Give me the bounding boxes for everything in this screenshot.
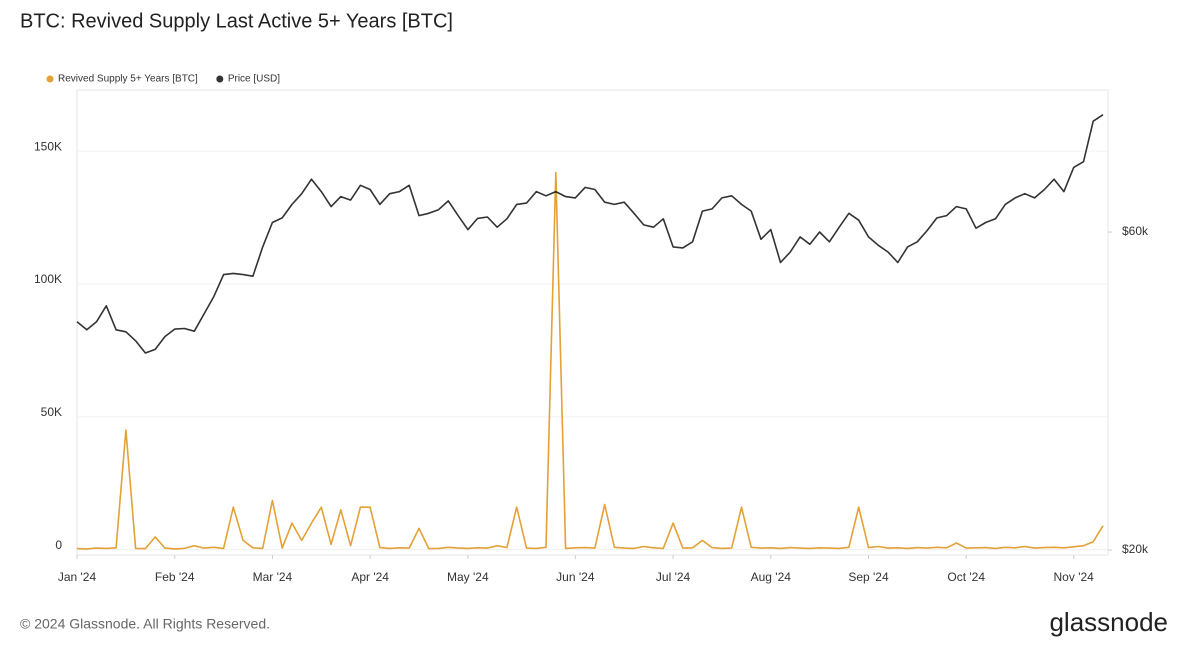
- legend-dot: [216, 75, 224, 83]
- legend-dot: [46, 75, 54, 83]
- x-tick-label: Jul '24: [656, 570, 691, 584]
- brand-logo: glassnode: [1049, 607, 1168, 637]
- series-line: [76, 114, 1104, 354]
- legend-label: Price [USD]: [228, 74, 280, 85]
- y2-tick-label: $60k: [1122, 224, 1149, 238]
- y-tick-label: 50K: [41, 405, 62, 419]
- plot-frame: [76, 89, 1109, 556]
- x-tick-label: Sep '24: [848, 570, 889, 584]
- x-tick-label: Aug '24: [751, 570, 792, 584]
- x-tick-label: Jan '24: [58, 570, 97, 584]
- chart-title: BTC: Revived Supply Last Active 5+ Years…: [20, 10, 453, 32]
- footer: © 2024 Glassnode. All Rights Reserved.: [20, 616, 270, 632]
- x-tick-label: Nov '24: [1054, 570, 1095, 584]
- y-tick-label: 100K: [34, 272, 62, 286]
- y-tick-label: 0: [55, 538, 62, 552]
- legend-label: Revived Supply 5+ Years [BTC]: [58, 74, 198, 85]
- y2-tick-label: $20k: [1122, 542, 1149, 556]
- x-tick-label: May '24: [447, 570, 489, 584]
- y-tick-label: 150K: [34, 139, 62, 153]
- x-tick-label: Jun '24: [556, 570, 595, 584]
- x-tick-label: Oct '24: [947, 570, 985, 584]
- series-line: [76, 171, 1104, 550]
- x-tick-label: Mar '24: [253, 570, 293, 584]
- x-tick-label: Apr '24: [351, 570, 389, 584]
- x-tick-label: Feb '24: [155, 570, 195, 584]
